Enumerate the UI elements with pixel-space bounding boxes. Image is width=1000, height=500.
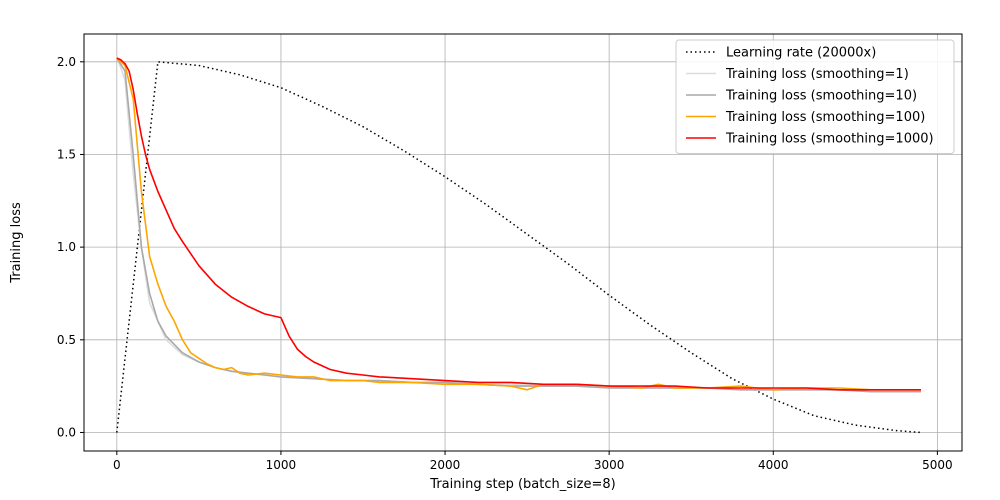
legend-box <box>675 39 955 154</box>
y-tick-label: 1.0 <box>57 240 76 254</box>
legend-label: Training loss (smoothing=1000) <box>725 132 934 147</box>
plot-frame <box>83 33 963 452</box>
x-tick-label: 0 <box>113 458 121 472</box>
legend: Learning rate (20000x) Training loss (smo… <box>675 39 955 154</box>
x-tick-label: 5000 <box>922 458 953 472</box>
x-tick-label: 3000 <box>594 458 625 472</box>
x-tick-label: 4000 <box>758 458 789 472</box>
x-axis-ticks: 0 1000 2000 3000 4000 5000 <box>113 451 953 472</box>
y-tick-label: 1.5 <box>57 147 76 161</box>
legend-label: Training loss (smoothing=10) <box>725 89 917 104</box>
series-line-training-loss-smoothing-10 <box>116 57 921 393</box>
y-axis-ticks: 0.0 0.5 1.0 1.5 2.0 <box>57 55 84 439</box>
y-axis-label: Training loss <box>9 202 24 284</box>
legend-label: Training loss (smoothing=1) <box>725 67 909 82</box>
legend-label: Learning rate (20000x) <box>726 46 876 61</box>
series-line-training-loss-smoothing-1000 <box>116 57 921 391</box>
y-tick-label: 2.0 <box>57 55 76 69</box>
x-axis-label: Training step (batch_size=8) <box>429 477 615 492</box>
legend-label: Training loss (smoothing=100) <box>725 110 925 125</box>
y-tick-label: 0.5 <box>57 333 76 347</box>
x-tick-label: 2000 <box>430 458 461 472</box>
series-layer <box>116 55 922 434</box>
y-tick-label: 0.0 <box>57 425 76 439</box>
series-line-learning-rate-20000x <box>116 61 922 434</box>
x-tick-label: 1000 <box>266 458 297 472</box>
